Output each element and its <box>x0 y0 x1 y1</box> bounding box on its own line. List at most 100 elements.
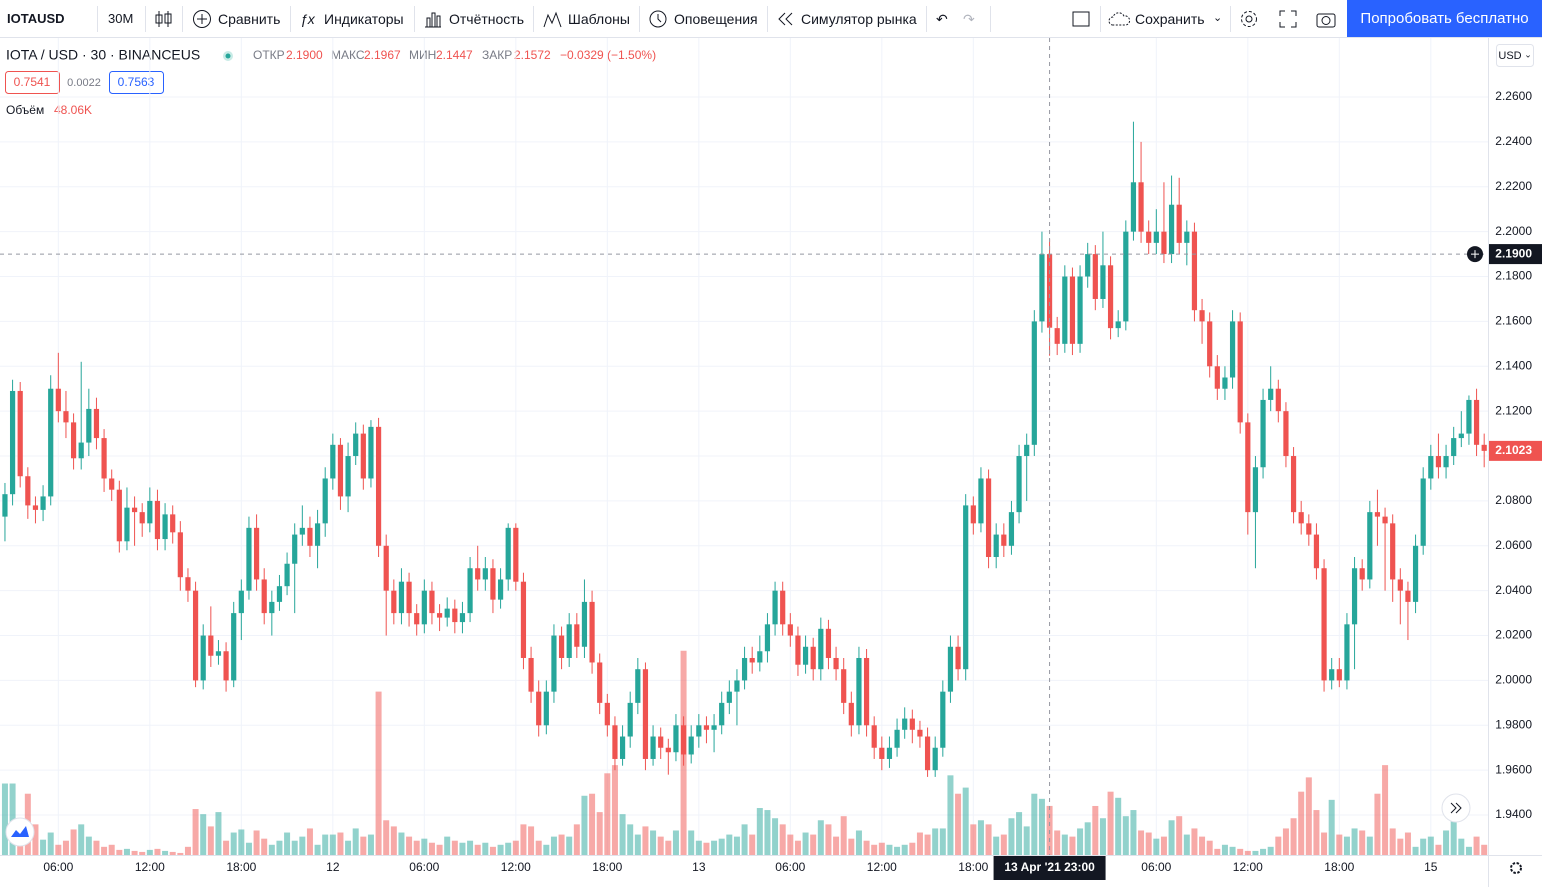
candle-body <box>1031 321 1037 445</box>
alerts-icon[interactable] <box>648 9 668 29</box>
candle-body <box>985 478 992 558</box>
volume-bar <box>177 852 184 855</box>
compare[interactable]: Сравнить <box>218 11 281 27</box>
candle-body <box>414 613 420 625</box>
sell-box[interactable] <box>5 71 60 94</box>
fullscreen-icon[interactable] <box>1279 10 1297 28</box>
candle-body <box>1184 231 1190 243</box>
crosshair-price-box <box>1489 244 1542 265</box>
fx-icon[interactable]: ƒx <box>300 11 315 27</box>
volume-bar <box>1443 830 1450 855</box>
interval[interactable]: 30M <box>108 11 134 26</box>
volume-bar <box>566 836 573 855</box>
currency-button[interactable] <box>1496 44 1534 67</box>
candle-icon[interactable] <box>155 9 173 29</box>
currency-arrow[interactable]: ⌄ <box>1524 49 1532 59</box>
y-tick-label: 2.0200 <box>1495 628 1532 642</box>
volume-bar <box>977 820 984 855</box>
y-tick-label: 2.2400 <box>1495 134 1532 148</box>
volume-bar <box>634 834 641 855</box>
candle-body <box>177 532 183 578</box>
y-tick-label: 2.0000 <box>1495 673 1532 687</box>
replay[interactable]: Симулятор рынка <box>801 11 917 27</box>
save-menu[interactable]: ⌄ <box>1213 12 1223 24</box>
volume-bar <box>962 787 969 855</box>
volume-bar <box>291 840 298 855</box>
logo-button[interactable] <box>5 817 35 847</box>
volume-bar <box>1351 828 1358 855</box>
compare-icon[interactable] <box>192 9 212 29</box>
x-tick-label: 12 <box>326 860 340 874</box>
candle-body <box>1321 568 1327 681</box>
templates-icon[interactable] <box>543 10 563 28</box>
axis-settings[interactable] <box>1510 862 1522 874</box>
candle-body <box>963 505 969 670</box>
indicators[interactable]: Индикаторы <box>324 11 404 27</box>
volume-bar <box>497 844 504 855</box>
sell-price[interactable]: 0.7541 <box>14 75 51 89</box>
x-tick-label: 18:00 <box>958 860 988 874</box>
volume-bar <box>1321 832 1328 855</box>
save[interactable]: Сохранить <box>1135 11 1205 27</box>
candle-body <box>368 426 374 479</box>
separator <box>926 6 927 32</box>
volume-bar <box>894 846 901 855</box>
candle-body <box>955 646 961 670</box>
y-tick-label: 1.9600 <box>1495 762 1532 776</box>
cloud-icon[interactable] <box>1108 11 1132 27</box>
reports[interactable]: Отчётность <box>449 11 525 27</box>
undo[interactable]: ↶ <box>936 11 948 27</box>
volume-bar <box>1275 836 1282 855</box>
volume-bar <box>1336 834 1343 855</box>
last-price: 2.1023 <box>1495 443 1532 457</box>
symbol[interactable]: IOTAUSD <box>7 11 65 26</box>
settings-icon[interactable] <box>1239 9 1259 29</box>
y-tick-label: 1.9800 <box>1495 717 1532 731</box>
candle-body <box>116 489 122 542</box>
volume-bar <box>314 844 321 855</box>
candle-body <box>1039 254 1045 322</box>
candle-body <box>619 736 626 759</box>
candle-body <box>1298 512 1304 524</box>
candle-body <box>1405 590 1411 602</box>
volume-bar <box>428 842 435 855</box>
volume-bar <box>1260 848 1267 855</box>
alerts[interactable]: Оповещения <box>674 11 758 27</box>
volume-bar <box>1145 832 1152 855</box>
candle-body <box>741 657 748 681</box>
crosshair-add-icon <box>1471 250 1479 259</box>
volume-bar <box>1397 838 1404 855</box>
candle-body <box>825 628 832 658</box>
candle-body <box>314 523 321 546</box>
plot-area <box>0 38 1488 855</box>
candle-body <box>673 725 679 753</box>
try-button[interactable]: Попробовать бесплатно <box>1347 0 1542 37</box>
volume-bar <box>1206 840 1213 855</box>
layout-icon[interactable] <box>1072 11 1090 27</box>
volume-bar <box>116 849 123 855</box>
candle-body <box>1245 422 1251 513</box>
currency[interactable]: USD <box>1498 50 1521 62</box>
volume-bar <box>1023 826 1030 855</box>
x-tick-label: 18:00 <box>592 860 622 874</box>
candle-body <box>772 590 778 625</box>
volume-bar <box>367 834 374 855</box>
reports-icon[interactable] <box>424 10 442 28</box>
volume-bar <box>93 840 100 855</box>
snapshot-icon[interactable] <box>1316 10 1336 28</box>
candle-body <box>276 586 283 602</box>
crosshair-time-box <box>993 856 1106 880</box>
high-label: МАКС <box>331 48 365 62</box>
replay-icon[interactable] <box>777 11 795 27</box>
volume-bar <box>184 846 191 855</box>
templates[interactable]: Шаблоны <box>568 11 630 27</box>
candle-body <box>886 747 893 759</box>
candle-body <box>101 438 107 479</box>
buy-price[interactable]: 0.7563 <box>118 75 155 89</box>
try-label[interactable]: Попробовать бесплатно <box>1360 10 1529 27</box>
candle-body <box>170 514 176 533</box>
candle-body <box>581 601 588 647</box>
volume-bar <box>268 844 275 855</box>
candle-body <box>894 729 900 748</box>
redo[interactable]: ↷ <box>963 11 975 27</box>
